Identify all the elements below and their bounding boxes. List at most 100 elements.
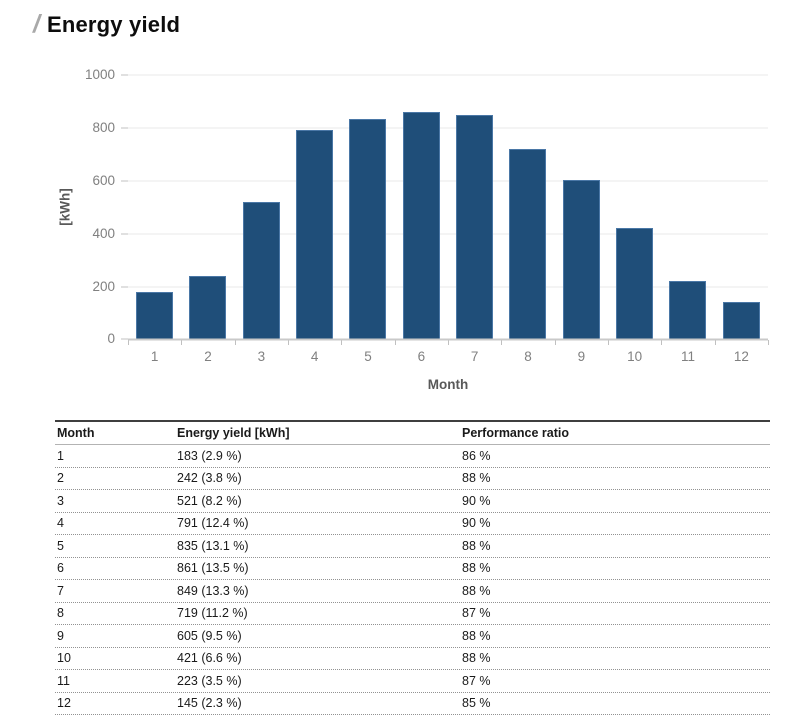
y-tick-label: 0: [107, 331, 115, 346]
grid-line: 800: [92, 120, 768, 135]
table-header-row: Month Energy yield [kWh] Performance ratio: [55, 420, 770, 445]
table-cell: 605 (9.5 %): [177, 628, 242, 643]
energy-yield-bar-chart: [kWh] 0 200 400 600 800 1000 1 2 3 4 5 6 7 8 9 10 11 12 M…: [0, 55, 800, 415]
table-cell: 791 (12.4 %): [177, 516, 249, 531]
x-tick-label: 2: [204, 349, 212, 364]
y-tick-label: 1000: [84, 67, 115, 82]
x-tick-mark: [554, 340, 556, 345]
energy-yield-table: Month Energy yield [kWh] Performance ratio…: [55, 420, 770, 715]
bar-slot: [715, 75, 768, 340]
y-tick-label: 800: [92, 120, 115, 135]
x-tick-label: 6: [417, 349, 426, 364]
table-cell: 8: [57, 606, 64, 621]
table-cell: 223 (3.5 %): [177, 673, 242, 688]
table-cell: 87 %: [462, 673, 491, 688]
table-cell: 835 (13.1 %): [177, 538, 249, 553]
x-tick-mark: [181, 340, 183, 345]
table-row: 4 791 (12.4 %) 90 %: [55, 513, 770, 535]
bars-group: [128, 75, 768, 340]
bar-month-1: [136, 291, 174, 340]
bar-month-5: [349, 118, 387, 340]
bar-slot: [661, 75, 714, 340]
bar-slot: [501, 75, 554, 340]
grid-line: 400: [92, 226, 768, 241]
x-tick-label: 4: [310, 349, 319, 364]
bar-month-7: [456, 115, 494, 340]
table-cell: 183 (2.9 %): [177, 448, 242, 463]
bar-slot: [555, 75, 608, 340]
bar-slot: [608, 75, 661, 340]
table-cell: 90 %: [462, 516, 491, 531]
x-tick-mark: [661, 340, 663, 345]
table-cell: 11: [57, 673, 70, 688]
table-row: 7 849 (13.3 %) 88 %: [55, 580, 770, 603]
x-tick-mark: [608, 340, 609, 345]
y-tick-mark: [121, 180, 128, 182]
report-header: / Energy yield: [33, 10, 180, 39]
bar-month-8: [509, 149, 547, 340]
x-tick-label: 1: [150, 349, 159, 364]
y-tick-label: 600: [92, 173, 115, 188]
x-tick-label: 8: [524, 349, 532, 364]
table-cell: 88 %: [462, 583, 491, 598]
x-tick-label: 9: [577, 349, 586, 364]
table-cell: 242 (3.8 %): [177, 471, 242, 486]
table-row: 12 145 (2.3 %) 85 %: [55, 693, 770, 715]
bar-month-9: [562, 179, 600, 340]
table-cell: 88 %: [462, 628, 491, 643]
bar-month-4: [296, 130, 334, 340]
table-row: 5 835 (13.1 %) 88 %: [55, 535, 770, 558]
table-cell: 7: [57, 583, 64, 598]
x-tick-label: 5: [364, 349, 372, 364]
grid-line: 200: [92, 279, 768, 294]
bar-month-6: [402, 111, 440, 340]
x-axis-label: Month: [427, 377, 469, 392]
table-cell: 12: [57, 696, 71, 711]
x-tick-mark: [768, 340, 769, 345]
title-slash-icon: /: [33, 10, 40, 38]
page-title: Energy yield: [46, 12, 181, 37]
y-tick-mark: [121, 127, 128, 129]
bar-slot: [128, 75, 181, 340]
table-cell: 9: [57, 628, 64, 643]
table-cell: 2: [57, 471, 64, 486]
grid-line: 600: [92, 173, 768, 188]
y-tick-mark: [121, 74, 128, 76]
bar-slot: [181, 75, 234, 340]
bar-month-3: [242, 201, 280, 340]
x-tick-mark: [341, 340, 343, 345]
table-row: 2 242 (3.8 %) 88 %: [55, 468, 770, 490]
table-row: 8 719 (11.2 %) 87 %: [55, 603, 770, 625]
table-cell: 10: [57, 651, 71, 666]
x-tick-label: 7: [470, 349, 479, 364]
bar-slot: [341, 75, 394, 340]
bar-slot: [395, 75, 448, 340]
bar-slot: [288, 75, 341, 340]
x-tick-label: 11: [680, 349, 696, 364]
table-cell: 5: [57, 538, 64, 553]
table-cell: 4: [57, 516, 64, 531]
bar-slot: [448, 75, 501, 340]
y-tick-mark: [121, 286, 128, 288]
table-cell: 421 (6.6 %): [177, 651, 242, 666]
x-tick-label: 12: [733, 349, 749, 364]
grid-line: 1000: [85, 67, 768, 82]
x-tick-mark: [714, 340, 716, 345]
table-row: 11 223 (3.5 %) 87 %: [55, 670, 770, 693]
table-row: 1 183 (2.9 %) 86 %: [55, 445, 770, 468]
y-tick-mark: [121, 233, 128, 235]
x-axis-line: 0: [107, 331, 768, 346]
table-cell: 88 %: [462, 538, 491, 553]
table-cell: 88 %: [462, 471, 491, 486]
table-row: 10 421 (6.6 %) 88 %: [55, 648, 770, 670]
table-header-cell: Energy yield [kWh]: [177, 426, 290, 440]
table-row: 6 861 (13.5 %) 88 %: [55, 558, 770, 580]
y-tick-label: 400: [92, 226, 115, 241]
x-tick-label: 3: [257, 349, 266, 364]
table-row: 3 521 (8.2 %) 90 %: [55, 490, 770, 513]
table-cell: 1: [57, 448, 64, 463]
y-axis-label: [kWh]: [57, 188, 73, 226]
table-cell: 861 (13.5 %): [177, 561, 249, 576]
x-tick-mark: [448, 340, 449, 345]
